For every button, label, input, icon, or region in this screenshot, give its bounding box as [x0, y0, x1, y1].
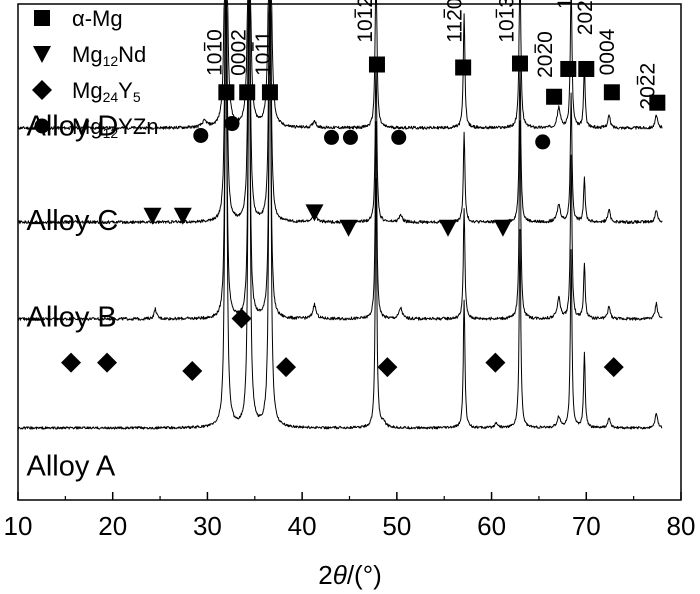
reflection-label-text: 2020: [534, 31, 557, 78]
legend-marker-down-triangle: [33, 46, 51, 63]
alloy-label-alloy-a: Alloy A: [27, 450, 116, 482]
reflection-label-text: 2022: [637, 63, 660, 110]
x-tick-label: 30: [193, 511, 222, 541]
reflection-label-text: 1010: [204, 29, 227, 76]
marker-mg24y5: [276, 357, 297, 378]
traces: [17, 0, 663, 430]
reflection-label-text: 1012: [354, 0, 377, 43]
marker-mg12nd: [305, 204, 324, 222]
reflection-label: 1011: [252, 31, 275, 76]
trace-alloy-d: [17, 0, 663, 130]
marker-alpha-mg: [560, 60, 577, 77]
marker-alpha-mg: [239, 84, 256, 101]
reflection-label: 1010: [204, 29, 227, 76]
x-tick-label: 80: [667, 511, 696, 541]
x-tick-label: 70: [572, 511, 601, 541]
reflection-label-text: 1011: [252, 31, 275, 76]
marker-alpha-mg: [261, 84, 278, 101]
trace-alloy-b: [17, 0, 663, 321]
legend-label-mg12nd: Mg12Nd: [72, 42, 146, 69]
alloy-label-alloy-c: Alloy C: [27, 205, 119, 237]
marker-mg12yzn: [224, 116, 240, 132]
x-tick-label: 20: [98, 511, 127, 541]
reflection-label-text: 0002: [227, 29, 250, 76]
x-axis: 10 20 30 40 50 60 70 80: [4, 492, 696, 541]
marker-mg12nd: [173, 207, 192, 225]
reflection-label: 1122: [554, 0, 577, 9]
marker-mg12nd: [439, 219, 458, 237]
legend-marker-circle: [34, 118, 50, 134]
x-tick-label: 60: [477, 511, 506, 541]
marker-mg24y5: [61, 352, 82, 373]
reflection-label: 1120: [443, 0, 466, 43]
marker-alpha-mg: [603, 84, 620, 101]
marker-mg24y5: [231, 308, 252, 329]
alloy-label-alloy-b: Alloy B: [27, 302, 117, 334]
marker-mg12yzn: [391, 129, 407, 145]
reflection-label-text: 2021: [574, 0, 597, 35]
marker-mg12yzn: [342, 129, 358, 145]
x-axis-title: 2θ/(°): [318, 560, 382, 590]
reflection-label-text: 1120: [443, 0, 466, 43]
reflection-label: 0002: [227, 29, 250, 76]
legend-marker-square: [34, 10, 50, 26]
marker-alpha-mg: [368, 56, 385, 73]
marker-mg24y5: [97, 352, 118, 373]
marker-mg24y5: [603, 357, 624, 378]
marker-alpha-mg: [511, 55, 528, 72]
reflection-label: 1012: [354, 0, 377, 43]
marker-mg12nd: [493, 219, 512, 237]
x-tick-label: 10: [4, 511, 33, 541]
reflection-label-text: 1122: [554, 0, 577, 9]
trace-alloy-a: [17, 0, 663, 430]
marker-alpha-mg: [649, 94, 666, 111]
trace-alloy-c: [17, 0, 663, 225]
marker-mg24y5: [377, 357, 398, 378]
legend: α-Mg Mg12Nd Mg24Y5 Mg12YZn: [32, 6, 159, 141]
reflection-label: 1013: [495, 0, 518, 43]
marker-mg24y5: [485, 352, 506, 373]
marker-alpha-mg: [578, 60, 595, 77]
reflection-label-text: 0004: [596, 28, 619, 75]
marker-alpha-mg: [546, 88, 563, 105]
marker-mg24y5: [182, 361, 203, 382]
marker-mg12yzn: [324, 129, 340, 145]
reflection-label-text: 1013: [495, 0, 518, 43]
marker-mg12yzn: [193, 127, 209, 143]
reflection-label: 2021: [574, 0, 597, 35]
legend-label-mg12yzn: Mg12YZn: [72, 114, 159, 141]
x-tick-label: 40: [288, 511, 317, 541]
reflection-label: 0004: [596, 28, 619, 75]
marker-mg12nd: [143, 207, 162, 225]
marker-alpha-mg: [218, 84, 235, 101]
marker-mg12nd: [339, 219, 358, 237]
legend-marker-diamond: [32, 80, 52, 100]
marker-mg12yzn: [535, 134, 551, 150]
marker-alpha-mg: [455, 59, 472, 76]
phase-markers: [61, 55, 666, 382]
reflection-label: 2020: [534, 31, 557, 78]
legend-label-mg: α-Mg: [72, 6, 123, 31]
reflection-label: 2022: [637, 63, 660, 110]
legend-label-mg24y5: Mg24Y5: [72, 78, 141, 105]
x-tick-label: 50: [382, 511, 411, 541]
